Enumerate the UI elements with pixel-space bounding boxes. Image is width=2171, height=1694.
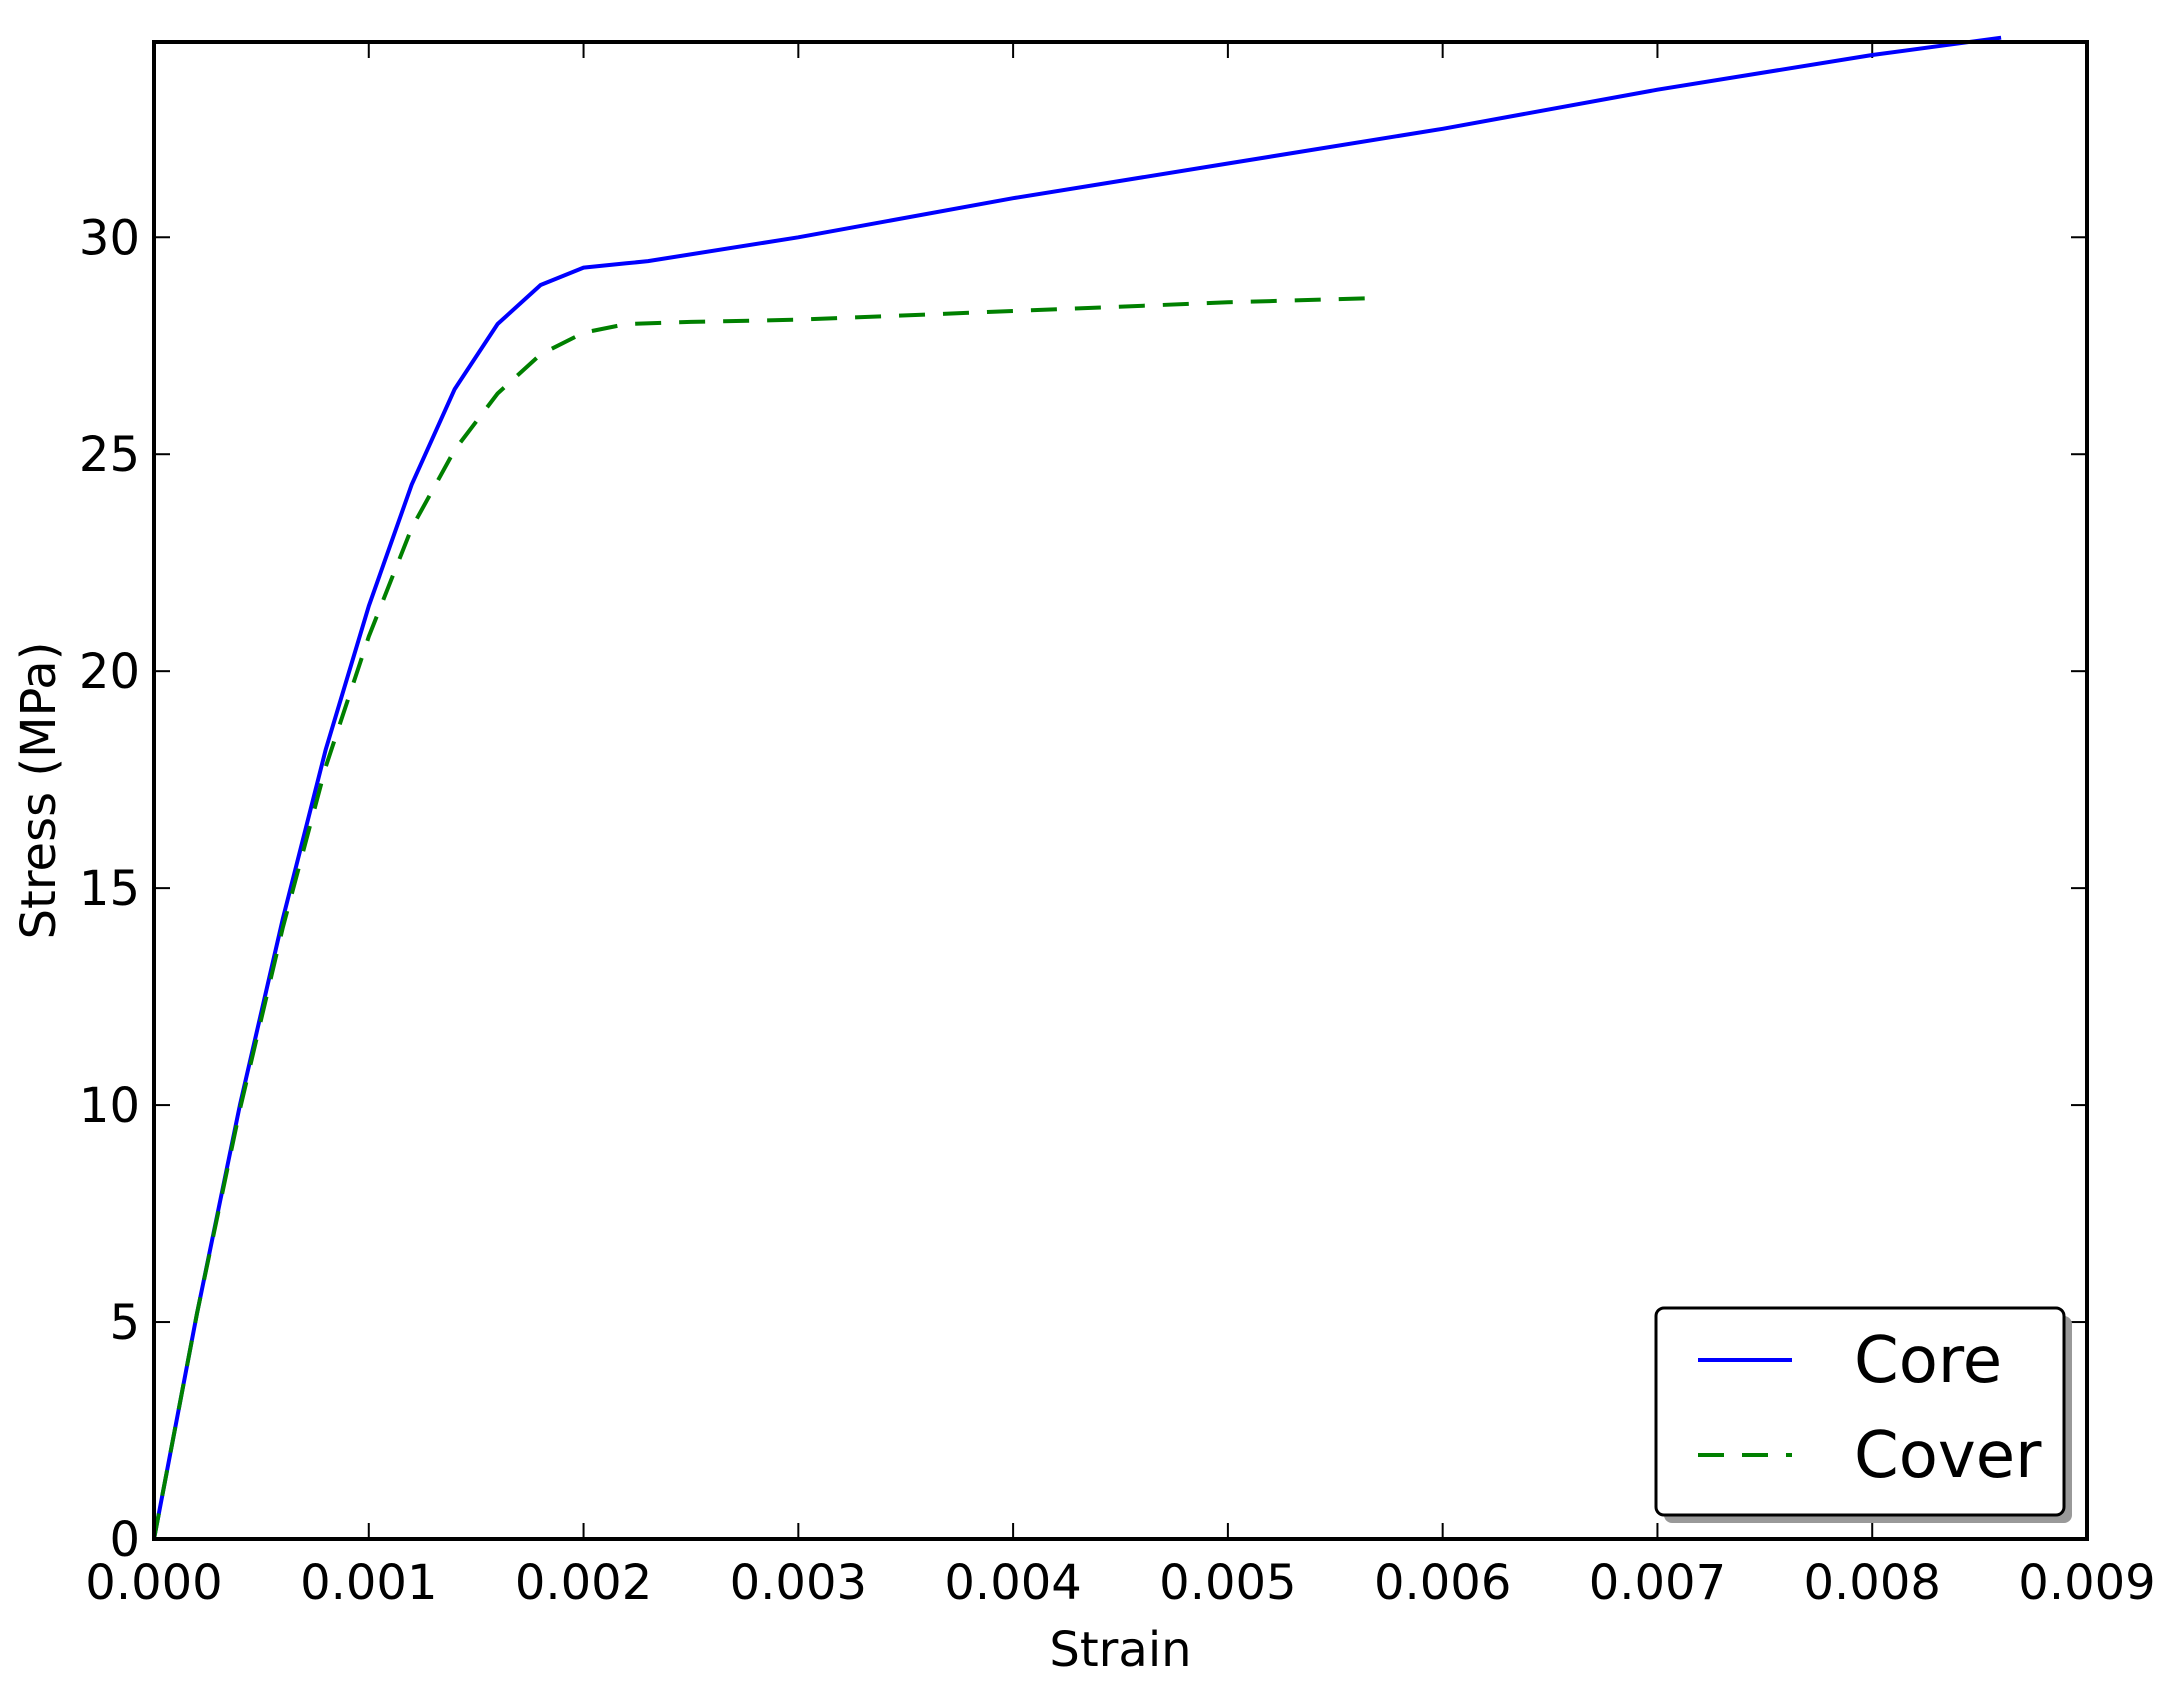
y-tick-label: 15 bbox=[79, 861, 140, 917]
legend-label-core: Core bbox=[1854, 1324, 2002, 1398]
y-tick-label: 10 bbox=[79, 1078, 140, 1134]
x-tick-label: 0.008 bbox=[1804, 1555, 1941, 1611]
x-tick-label: 0.004 bbox=[944, 1555, 1081, 1611]
y-tick-label: 20 bbox=[79, 644, 140, 700]
x-tick-label: 0.002 bbox=[515, 1555, 652, 1611]
series-line-core bbox=[152, 35, 2002, 1540]
y-axis-label: Stress (MPa) bbox=[11, 642, 67, 940]
x-tick-label: 0.005 bbox=[1159, 1555, 1296, 1611]
x-tick-label: 0.001 bbox=[300, 1555, 437, 1611]
y-tick-label: 5 bbox=[109, 1295, 140, 1351]
legend-label-cover: Cover bbox=[1854, 1419, 2042, 1493]
x-tick-label: 0.006 bbox=[1374, 1555, 1511, 1611]
x-axis-label: Strain bbox=[1049, 1622, 1191, 1678]
y-tick-label: 25 bbox=[79, 427, 140, 483]
series-line-cover bbox=[152, 296, 1379, 1540]
x-tick-label: 0.009 bbox=[2018, 1555, 2155, 1611]
plot-lines bbox=[152, 35, 2002, 1540]
tick-labels: 0.000 0.001 0.002 0.003 0.004 0.005 0.006 0.007… bbox=[79, 210, 2156, 1611]
legend: Core Cover bbox=[1654, 1306, 2072, 1523]
x-tick-label: 0.007 bbox=[1589, 1555, 1726, 1611]
x-tick-label: 0.000 bbox=[85, 1555, 222, 1611]
y-tick-label: 30 bbox=[79, 210, 140, 266]
plot-frame bbox=[152, 40, 2089, 1541]
y-tick-label: 0 bbox=[109, 1512, 140, 1568]
x-tick-label: 0.003 bbox=[730, 1555, 867, 1611]
